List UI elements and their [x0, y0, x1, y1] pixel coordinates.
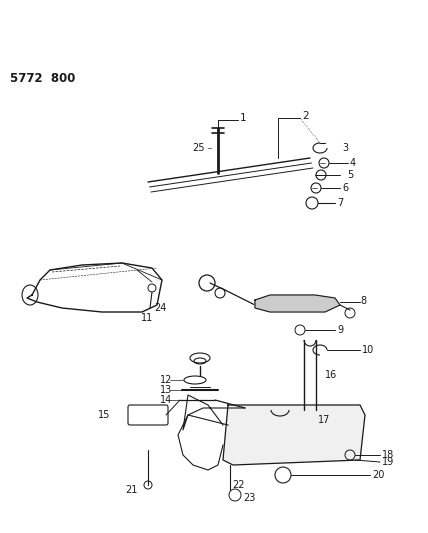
- Text: 3: 3: [342, 143, 348, 153]
- Text: 17: 17: [318, 415, 330, 425]
- Text: 19: 19: [382, 457, 394, 467]
- Text: 4: 4: [350, 158, 356, 168]
- Polygon shape: [223, 405, 365, 465]
- Text: 9: 9: [337, 325, 343, 335]
- Text: 21: 21: [126, 485, 138, 495]
- Text: 23: 23: [243, 493, 256, 503]
- Text: 11: 11: [141, 313, 153, 323]
- Text: 25: 25: [193, 143, 205, 153]
- Text: 22: 22: [232, 480, 244, 490]
- Text: 24: 24: [154, 303, 166, 313]
- Text: 13: 13: [160, 385, 172, 395]
- Text: 14: 14: [160, 395, 172, 405]
- Text: 2: 2: [302, 111, 309, 121]
- Text: 12: 12: [160, 375, 172, 385]
- Text: 20: 20: [372, 470, 384, 480]
- Text: 5772  800: 5772 800: [10, 71, 75, 85]
- Text: 1: 1: [240, 113, 247, 123]
- Text: 6: 6: [342, 183, 348, 193]
- Text: 10: 10: [362, 345, 374, 355]
- Text: 15: 15: [98, 410, 110, 420]
- Text: 8: 8: [360, 296, 366, 306]
- Text: 16: 16: [325, 370, 337, 380]
- Polygon shape: [255, 295, 340, 312]
- Text: 7: 7: [337, 198, 343, 208]
- Text: 5: 5: [347, 170, 353, 180]
- Text: 18: 18: [382, 450, 394, 460]
